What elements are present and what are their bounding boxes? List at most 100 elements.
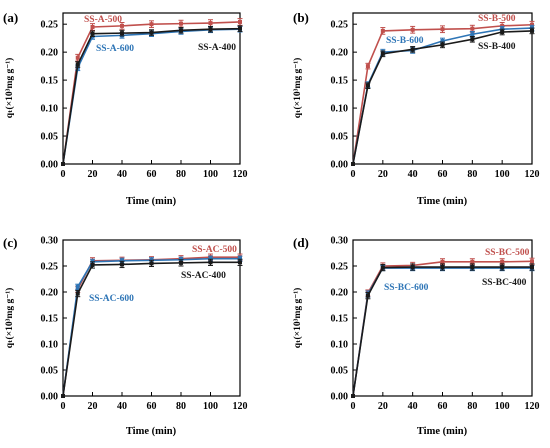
y-tick-label: 0.05 (331, 366, 349, 377)
data-point (441, 43, 445, 47)
x-tick-label: 60 (438, 401, 448, 412)
data-point (179, 22, 183, 26)
data-point (500, 260, 504, 264)
x-tick-label: 40 (117, 401, 127, 412)
data-point (530, 29, 534, 33)
data-point (351, 162, 355, 166)
data-point (76, 56, 80, 60)
data-point (470, 265, 474, 269)
y-tick-label: 0.20 (41, 288, 59, 299)
y-tick-label: 0.10 (331, 340, 349, 351)
x-tick-label: 120 (525, 401, 540, 412)
x-axis-label: Time (min) (417, 426, 468, 437)
series-label: SS-BC-500 (485, 248, 530, 258)
x-tick-label: 100 (203, 169, 218, 180)
data-point (470, 260, 474, 264)
x-tick-label: 100 (203, 401, 218, 412)
y-tick-label: 0.15 (41, 76, 59, 87)
data-point (238, 260, 242, 264)
y-tick-label: 0.10 (331, 104, 349, 115)
x-tick-label: 40 (117, 169, 127, 180)
y-tick-label: 0.00 (41, 160, 59, 171)
series-label: SS-B-500 (478, 14, 516, 24)
x-tick-label: 0 (351, 401, 356, 412)
y-tick-label: 0.25 (331, 262, 349, 273)
data-point (61, 394, 65, 398)
x-tick-label: 20 (378, 169, 388, 180)
data-point (351, 394, 355, 398)
data-point (209, 21, 213, 25)
data-point (470, 32, 474, 36)
data-point (381, 266, 385, 270)
y-tick-label: 0.20 (41, 48, 59, 59)
y-axis-label: qₜ(×10³mg g⁻¹) (4, 288, 15, 349)
data-point (470, 27, 474, 31)
data-point (150, 22, 154, 26)
data-point (500, 30, 504, 34)
x-tick-label: 0 (351, 169, 356, 180)
data-point (150, 261, 154, 265)
data-point (179, 28, 183, 32)
data-point (381, 29, 385, 33)
y-tick-label: 0.00 (331, 392, 349, 403)
y-tick-label: 0.05 (41, 366, 59, 377)
y-tick-label: 0.30 (41, 236, 59, 247)
x-tick-label: 120 (233, 169, 248, 180)
data-point (61, 162, 65, 166)
x-tick-label: 20 (88, 401, 98, 412)
y-tick-label: 0.00 (41, 392, 59, 403)
series-label: SS-AC-500 (192, 245, 237, 255)
data-point (120, 262, 124, 266)
x-tick-label: 60 (147, 169, 157, 180)
series-label: SS-BC-600 (384, 283, 429, 293)
y-tick-label: 0.20 (331, 48, 349, 59)
data-point (238, 27, 242, 31)
data-point (470, 37, 474, 41)
data-point (76, 62, 80, 66)
data-point (91, 263, 95, 267)
y-tick-label: 0.15 (41, 314, 59, 325)
chart-panel-c: 0 20 40 60 80 100 120 0.00 0.05 0.10 0.15 0.20 0.25 0… (3, 235, 248, 437)
data-point (366, 84, 370, 88)
x-tick-label: 60 (438, 169, 448, 180)
series-label: SS-AC-600 (89, 294, 134, 304)
x-tick-label: 40 (408, 401, 418, 412)
x-tick-label: 100 (495, 169, 510, 180)
x-tick-label: 0 (61, 401, 66, 412)
x-tick-label: 80 (176, 401, 186, 412)
series-label: SS-BC-400 (482, 278, 527, 288)
x-tick-label: 60 (147, 401, 157, 412)
data-point (441, 260, 445, 264)
x-axis-label: Time (min) (417, 196, 468, 207)
series-label: SS-AC-400 (181, 271, 226, 281)
data-point (500, 265, 504, 269)
data-point (209, 260, 213, 264)
x-tick-label: 80 (467, 401, 477, 412)
y-tick-label: 0.05 (41, 132, 59, 143)
x-axis-label: Time (min) (126, 426, 177, 437)
data-point (441, 265, 445, 269)
data-point (76, 285, 80, 289)
y-tick-label: 0.10 (41, 340, 59, 351)
data-point (179, 261, 183, 265)
series-line-ss-ac-400 (63, 262, 240, 396)
data-point (441, 27, 445, 31)
data-point (120, 31, 124, 35)
panel-label: (d) (293, 235, 309, 250)
data-point (209, 27, 213, 31)
x-tick-label: 20 (378, 401, 388, 412)
chart-panel-b: 0 20 40 60 80 100 1200.000.050.100.150.200.25T… (292, 10, 540, 207)
plot-frame (353, 13, 532, 164)
y-axis-label: qₜ(×10³mg g⁻¹) (292, 288, 303, 349)
series-label: SS-B-400 (478, 42, 516, 52)
x-tick-label: 0 (61, 169, 66, 180)
data-point (91, 25, 95, 29)
y-axis-label: qₜ(×10³mg g⁻¹) (4, 58, 15, 119)
chart-panel-d: 0 20 40 60 80 100 120 0.00 0.05 0.10 0.15 0.20 0.25 0… (292, 235, 540, 437)
x-tick-label: 80 (176, 169, 186, 180)
data-point (530, 265, 534, 269)
data-point (530, 259, 534, 263)
y-tick-label: 0.00 (331, 160, 349, 171)
